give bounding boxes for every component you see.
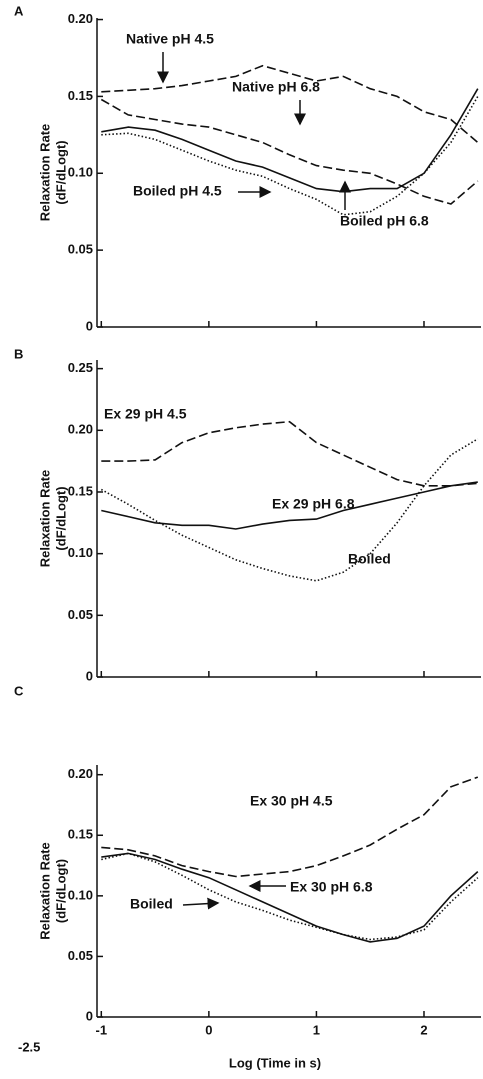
arrow [182,897,220,910]
y-tick-label: 0.05 [68,242,93,257]
series-line [101,481,478,530]
y-tick-label: 0 [86,668,93,683]
y-tick-label: 0.10 [68,887,93,902]
y-tick-label: 0.25 [68,360,93,375]
annotation: Ex 30 pH 6.8 [290,879,373,895]
x-tick-label: 2 [420,1022,427,1037]
y-tick-label: 0.20 [68,422,93,437]
y-tick-label: 0.05 [68,948,93,963]
series-line [101,64,479,144]
series-line [100,438,479,582]
y-tick-label: 0.20 [68,11,93,26]
y-tick-label: 0.10 [68,545,93,560]
y-tick-label: 0.15 [68,88,93,103]
y-axis-title: (dF/dLogt) [53,859,68,923]
y-axis-title: Relaxation Rate [37,124,52,222]
x-tick-label: -1 [96,1022,108,1037]
series-line [101,852,479,943]
y-tick-label: 0 [86,318,93,333]
y-tick-label: 0.05 [68,607,93,622]
series-line [101,95,479,216]
annotation: Boiled pH 4.5 [133,183,222,199]
x-tick-label: 1 [313,1022,320,1037]
annotation: Ex 29 pH 4.5 [104,406,187,422]
y-tick-label: 0.15 [68,483,93,498]
annotation: Boiled [348,551,391,567]
y-axis-title: Relaxation Rate [37,842,52,940]
x-tick-label: 0 [205,1022,212,1037]
series-line [101,88,479,193]
y-axis-title: Relaxation Rate [37,470,52,568]
x-axis-title: Log (Time in s) [229,1055,321,1070]
y-axis-title: (dF/dLogt) [53,486,68,550]
panel-label: C [14,683,24,698]
y-axis-title: (dF/dLogt) [53,140,68,204]
annotation: Ex 30 pH 4.5 [250,793,333,809]
panel-label: B [14,346,23,361]
annotation: Boiled pH 6.8 [340,213,429,229]
panel-label: A [14,3,24,18]
annotation: Native pH 4.5 [126,31,214,47]
annotation: Native pH 6.8 [232,79,320,95]
series-line [101,420,478,487]
series-line [101,776,479,878]
y-tick-label: 0.10 [68,165,93,180]
y-tick-label: 0.20 [68,766,93,781]
y-tick-label: 0 [86,1008,93,1023]
annotation: Ex 29 pH 6.8 [272,496,355,512]
y-tick-label: 0.15 [68,827,93,842]
corner-note: -2.5 [18,1039,40,1054]
annotation: Boiled [130,896,173,912]
series-line [100,98,479,205]
